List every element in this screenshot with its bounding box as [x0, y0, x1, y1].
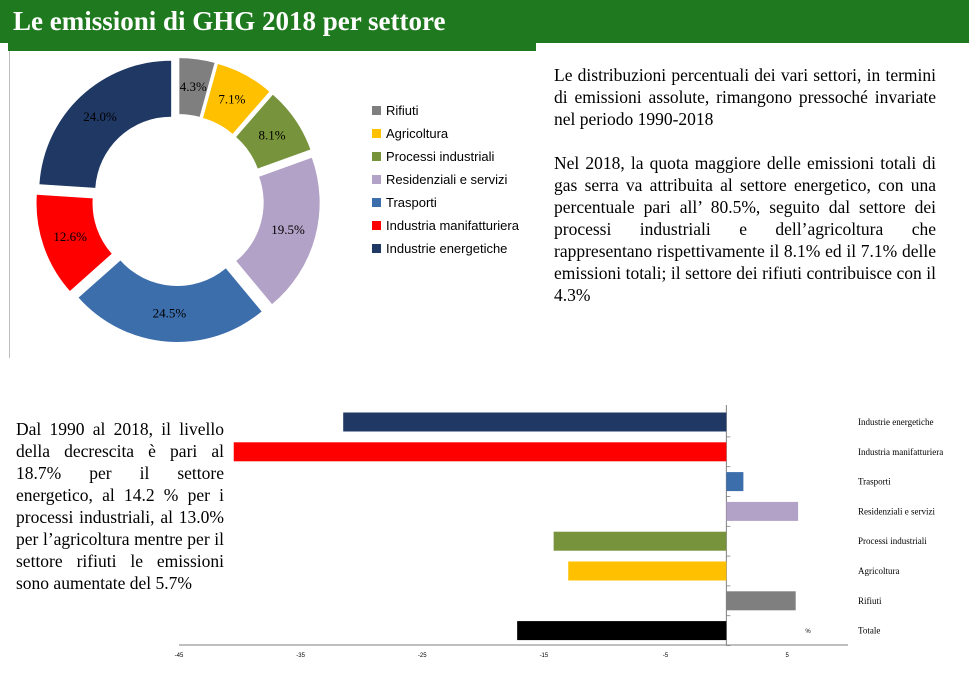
bar [568, 561, 727, 581]
bar [553, 531, 727, 551]
legend-swatch [372, 128, 381, 138]
legend-item: Residenziali e servizi [372, 170, 507, 188]
x-tick-label: -15 [540, 653, 549, 659]
category-label: Industria manifatturiera [858, 447, 943, 457]
category-label: Totale [858, 626, 880, 636]
description-paragraph-2: Nel 2018, la quota maggiore delle emissi… [554, 153, 936, 305]
category-label: Agricoltura [858, 566, 899, 576]
x-tick-label: -25 [418, 653, 427, 659]
x-tick-label: -35 [296, 653, 305, 659]
header-bar: Le emissioni di GHG 2018 per settore [0, 0, 969, 43]
slice-data-label: 7.1% [218, 92, 245, 107]
donut-chart: 4.3% 7.1% 8.1% 19.5% 24.5% 12.6% 24.0% [36, 58, 320, 342]
legend-item: Rifiuti [372, 101, 419, 119]
legend-swatch [372, 105, 381, 115]
slice-data-label: 24.5% [153, 306, 187, 321]
slice-data-label: 8.1% [258, 128, 285, 143]
legend-item: Agricoltura [372, 124, 448, 142]
bar [233, 442, 727, 462]
bar-chart: Industrie energetiche Industria manifattu… [175, 405, 943, 659]
legend-swatch [372, 243, 381, 253]
legend-label: Trasporti [386, 194, 437, 210]
x-tick-label: -45 [175, 653, 184, 659]
legend-label: Agricoltura [386, 125, 449, 141]
x-tick-label: 5 [786, 653, 790, 659]
bar [517, 621, 727, 641]
legend-swatch [372, 197, 381, 207]
unit-label: % [805, 629, 811, 635]
bar [726, 501, 799, 521]
legend-label: Industria manifatturiera [386, 217, 519, 233]
slice-data-label: 24.0% [83, 109, 117, 124]
category-label: Trasporti [858, 477, 891, 487]
donut-slice [78, 260, 262, 342]
bar [726, 591, 796, 611]
page-title: Le emissioni di GHG 2018 per settore [13, 6, 446, 36]
slice-data-label: 4.3% [180, 79, 207, 94]
legend-label: Rifiuti [386, 102, 419, 118]
x-tick-label: -5 [663, 653, 669, 659]
title-underline [8, 43, 536, 51]
decrease-description: Dal 1990 al 2018, il livello della decre… [16, 419, 224, 593]
category-label: Processi industriali [858, 536, 927, 546]
donut-slice [202, 63, 270, 134]
legend-label: Industrie energetiche [386, 240, 508, 256]
distribution-description: Le distribuzioni percentuali dei vari se… [554, 64, 936, 328]
slice-data-label: 12.6% [53, 229, 87, 244]
donut-slice [236, 157, 320, 305]
legend-label: Residenziali e servizi [386, 171, 508, 187]
legend-swatch [372, 174, 381, 184]
legend-item: Industria manifatturiera [372, 216, 519, 234]
legend-item: Processi industriali [372, 147, 494, 165]
bar [343, 412, 727, 432]
legend-label: Processi industriali [386, 148, 495, 164]
donut-slice [39, 60, 172, 188]
category-label: Industrie energetiche [858, 417, 934, 427]
legend-item: Trasporti [372, 193, 437, 211]
slice-data-label: 19.5% [271, 222, 305, 237]
legend-item: Industrie energetiche [372, 239, 507, 257]
legend-swatch [372, 151, 381, 161]
category-label: Rifiuti [858, 596, 882, 606]
bar [726, 472, 744, 492]
legend-swatch [372, 220, 381, 230]
description-paragraph-1: Le distribuzioni percentuali dei vari se… [554, 65, 936, 129]
donut-slice [36, 194, 112, 291]
donut-slice [179, 58, 215, 117]
donut-slice [236, 94, 311, 169]
donut-chart-panel: 4.3% 7.1% 8.1% 19.5% 24.5% 12.6% 24.0% Rifiuti… [9, 51, 537, 358]
category-label: Residenziali e servizi [858, 506, 935, 516]
